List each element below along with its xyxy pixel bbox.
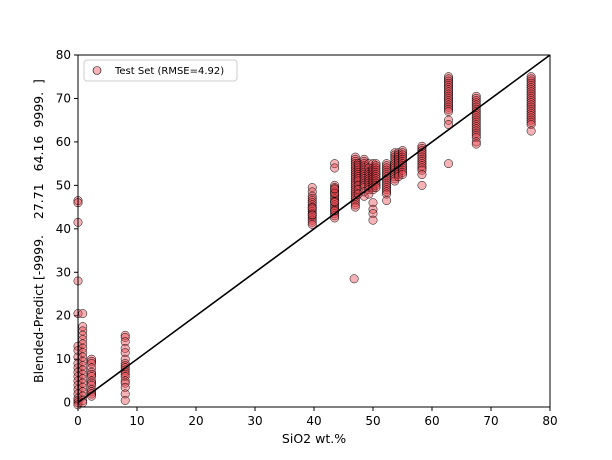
data-point bbox=[382, 187, 392, 197]
data-point bbox=[526, 117, 536, 127]
x-tick-label: 50 bbox=[365, 414, 380, 428]
data-point bbox=[78, 309, 88, 319]
data-point bbox=[444, 159, 453, 169]
data-point bbox=[307, 220, 317, 229]
data-point bbox=[120, 369, 130, 379]
x-tick-label: 10 bbox=[129, 414, 144, 428]
reference-line bbox=[77, 54, 551, 404]
x-tick-label: 60 bbox=[424, 414, 439, 428]
legend-box bbox=[83, 59, 238, 82]
data-point bbox=[368, 198, 378, 208]
data-point bbox=[120, 382, 130, 392]
data-point bbox=[330, 184, 340, 194]
data-point bbox=[417, 180, 427, 190]
y-tick-label: 10 bbox=[56, 352, 71, 366]
x-tick-label: 30 bbox=[247, 414, 262, 428]
data-point bbox=[368, 209, 378, 219]
legend-marker bbox=[92, 66, 102, 75]
x-tick-label: 80 bbox=[542, 414, 557, 428]
data-point bbox=[368, 215, 378, 225]
data-point bbox=[444, 107, 453, 116]
y-axis-ticks: 0 10 20 30 40 50 60 70 80 bbox=[56, 48, 78, 410]
data-point bbox=[330, 163, 340, 173]
data-point bbox=[87, 369, 97, 379]
data-point bbox=[417, 170, 427, 179]
data-point bbox=[398, 167, 407, 177]
data-point bbox=[87, 356, 97, 366]
legend: Test Set (RMSE=4.92) bbox=[83, 59, 238, 82]
y-tick-label: 40 bbox=[56, 222, 71, 236]
y-axis-title: Blended-Predict [-9999. 27.71 64.16 9999… bbox=[31, 79, 46, 383]
data-point bbox=[526, 126, 536, 136]
data-point bbox=[307, 210, 317, 220]
data-point bbox=[307, 217, 317, 227]
data-point bbox=[120, 330, 130, 340]
data-points bbox=[73, 72, 536, 410]
data-point bbox=[87, 378, 97, 388]
data-point bbox=[349, 274, 359, 284]
y-tick-label: 70 bbox=[56, 91, 71, 105]
x-tick-label: 0 bbox=[74, 414, 82, 428]
y-tick-label: 80 bbox=[56, 48, 71, 62]
x-axis-ticks: 0 10 20 30 40 50 60 70 80 bbox=[74, 407, 558, 428]
data-point bbox=[330, 197, 340, 207]
y-tick-label: 20 bbox=[56, 309, 71, 323]
data-point bbox=[120, 348, 130, 358]
data-point bbox=[417, 163, 427, 173]
legend-label: Test Set (RMSE=4.92) bbox=[114, 66, 224, 77]
data-point bbox=[120, 389, 130, 399]
data-point bbox=[120, 337, 130, 347]
x-tick-label: 40 bbox=[306, 414, 321, 428]
y-tick-label: 30 bbox=[56, 265, 71, 279]
data-point bbox=[307, 203, 317, 213]
data-point bbox=[382, 196, 392, 206]
data-point bbox=[471, 130, 481, 140]
y-tick-label: 0 bbox=[63, 396, 71, 410]
data-point bbox=[398, 170, 407, 179]
data-point bbox=[350, 202, 360, 212]
data-point bbox=[120, 396, 130, 405]
data-point bbox=[526, 120, 536, 129]
data-point bbox=[444, 104, 453, 114]
plot-frame bbox=[77, 54, 551, 408]
data-point bbox=[471, 137, 481, 147]
y-tick-label: 60 bbox=[56, 135, 71, 149]
x-tick-label: 20 bbox=[188, 414, 203, 428]
data-point bbox=[350, 200, 360, 210]
data-point bbox=[444, 120, 453, 129]
y-tick-label: 50 bbox=[56, 178, 71, 192]
x-axis-title: SiO2 wt.% bbox=[282, 431, 346, 446]
data-point bbox=[382, 189, 392, 199]
data-point bbox=[120, 376, 130, 386]
x-tick-label: 70 bbox=[483, 414, 498, 428]
data-point bbox=[471, 139, 481, 149]
